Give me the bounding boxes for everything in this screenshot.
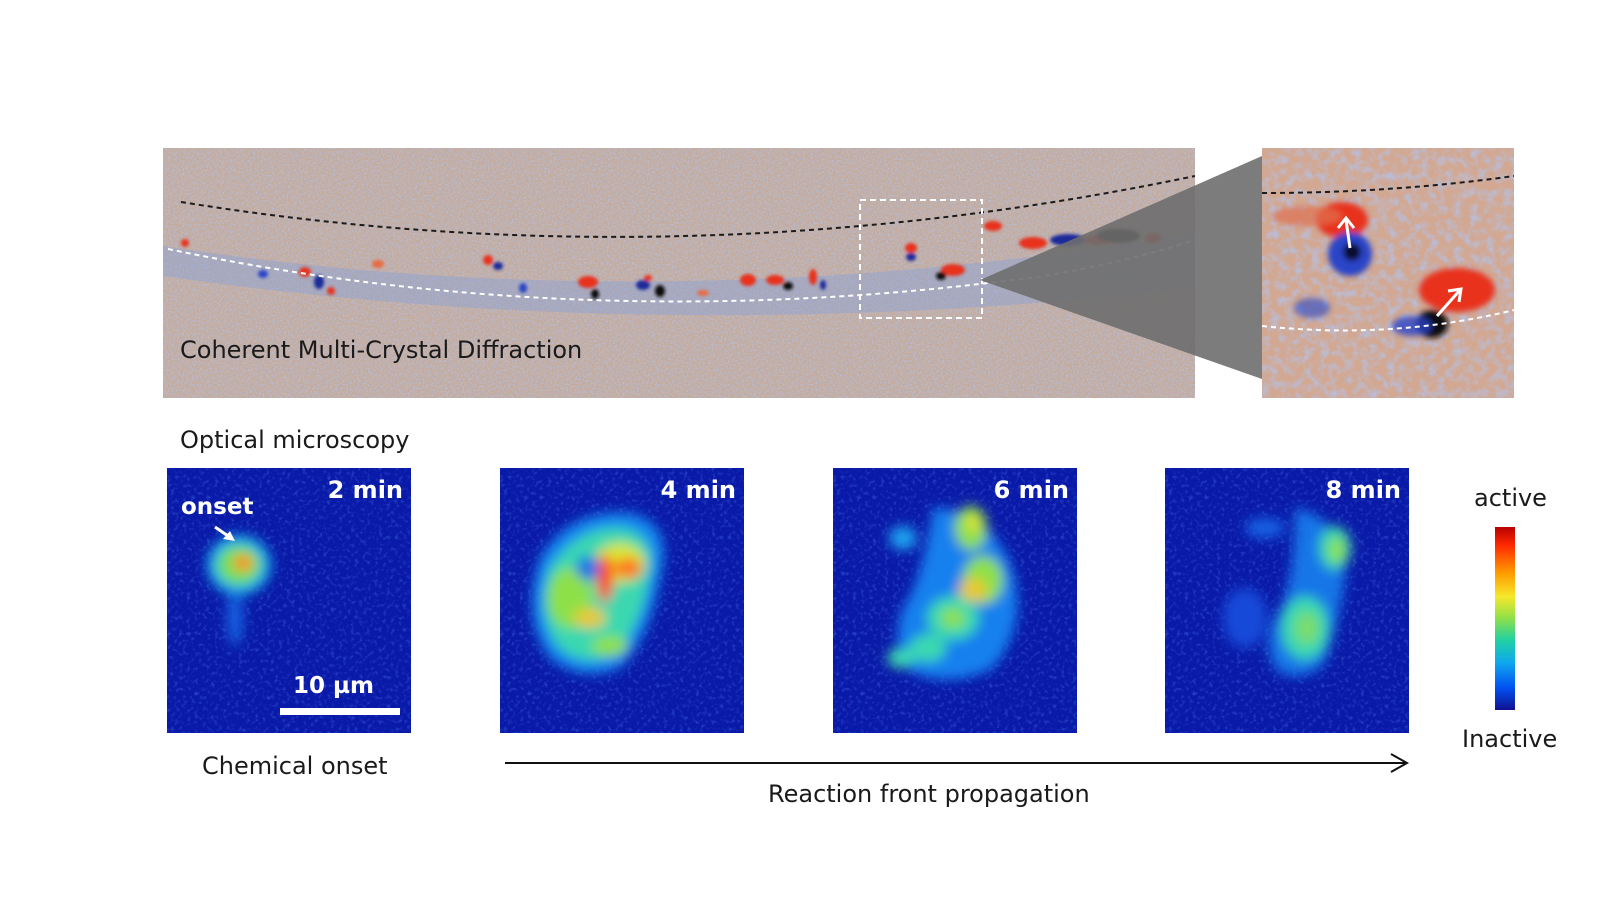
colorbar-top-label: active	[1474, 484, 1547, 512]
upper-guide-line	[180, 175, 1195, 238]
time-label-6min: 6 min	[993, 476, 1069, 504]
activity-colorbar	[1495, 527, 1515, 710]
time-label-4min: 4 min	[660, 476, 736, 504]
optical-frame-6min: 6 min	[833, 468, 1077, 733]
heatmap-4min	[500, 468, 744, 733]
scale-bar	[280, 708, 400, 715]
diffraction-features	[181, 221, 1161, 299]
optical-frame-8min: 8 min	[1165, 468, 1409, 733]
zoom-features	[1272, 202, 1495, 338]
crystal-band	[163, 233, 1195, 316]
optical-frame-2min: 2 min onset 10 µm	[167, 468, 411, 733]
heatmap-2min	[167, 468, 411, 733]
zoom-lower-guide	[1262, 309, 1514, 332]
zoom-arrows	[1336, 215, 1463, 317]
zoom-inset-svg	[1262, 148, 1514, 398]
zoom-region-box	[859, 199, 983, 319]
optical-frame-4min: 4 min	[500, 468, 744, 733]
optical-label: Optical microscopy	[180, 426, 410, 454]
propagation-arrow-icon	[505, 753, 1410, 773]
zoom-connector-wedge	[980, 156, 1262, 379]
chemical-onset-caption: Chemical onset	[202, 752, 388, 780]
time-label-2min: 2 min	[327, 476, 403, 504]
time-label-8min: 8 min	[1325, 476, 1401, 504]
diffraction-label: Coherent Multi-Crystal Diffraction	[180, 336, 583, 364]
colorbar-bottom-label: Inactive	[1462, 725, 1558, 753]
propagation-caption: Reaction front propagation	[768, 780, 1090, 808]
zoom-upper-guide	[1262, 175, 1514, 194]
zoom-inset-image	[1262, 148, 1514, 398]
scale-bar-label: 10 µm	[293, 673, 374, 699]
heatmap-6min	[833, 468, 1077, 733]
heatmap-8min	[1165, 468, 1409, 733]
onset-label: onset	[181, 494, 254, 520]
onset-arrow-icon	[214, 525, 235, 541]
